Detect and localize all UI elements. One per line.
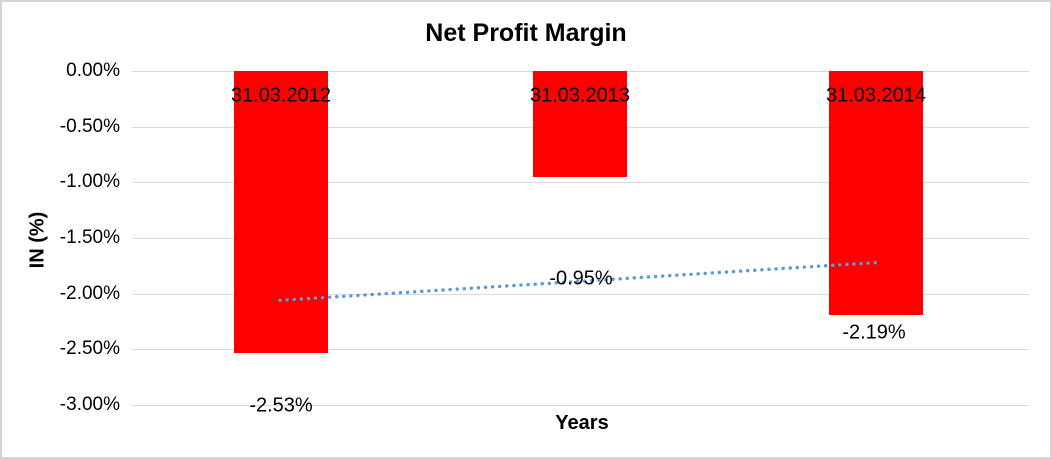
y-axis-tick-label: 0.00%: [66, 60, 120, 81]
category-label: 31.03.2012: [230, 84, 332, 107]
gridline: [132, 182, 1029, 184]
x-axis-title: Years: [555, 412, 609, 434]
value-label: -2.53%: [249, 394, 313, 417]
gridline: [132, 293, 1029, 295]
value-label: -2.19%: [842, 321, 906, 344]
y-axis-tick-label: -2.50%: [59, 338, 120, 360]
bar-31.03.2014: [829, 71, 923, 315]
y-axis-tick-label: -3.00%: [59, 394, 120, 415]
gridline: [132, 405, 1029, 406]
category-label: 31.03.2014: [825, 84, 927, 107]
trendline-path: [278, 260, 879, 303]
category-label: 31.03.2013: [529, 84, 631, 107]
y-axis-tick-label: -1.00%: [59, 171, 120, 193]
gridline: [132, 238, 1029, 239]
y-axis-tick-label: -2.00%: [59, 282, 120, 304]
value-label: -0.95%: [549, 267, 613, 290]
y-axis-tick-label: -0.50%: [59, 115, 120, 137]
y-axis-tick-label: -1.50%: [59, 227, 120, 248]
gridline: [132, 349, 1029, 351]
chart-title: Net Profit Margin: [425, 19, 627, 47]
bar-31.03.2012: [234, 71, 328, 353]
bar-31.03.2013: [533, 71, 627, 177]
